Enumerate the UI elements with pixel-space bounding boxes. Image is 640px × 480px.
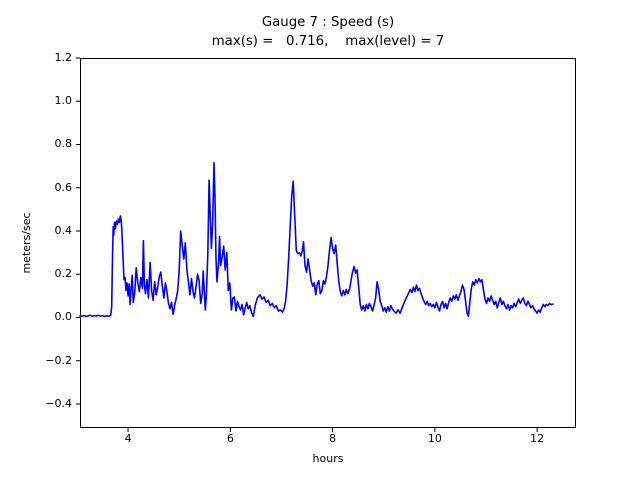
x-tick-label: 10 <box>427 432 442 445</box>
plot-frame <box>80 58 576 428</box>
y-axis-label: meters/sec <box>20 212 33 274</box>
speed-line-series <box>79 161 554 318</box>
x-tick-label: 6 <box>226 432 234 445</box>
y-tick-label: 0.6 <box>54 180 73 194</box>
y-tick-label: 1.2 <box>54 51 73 64</box>
x-tick-label: 4 <box>124 432 132 445</box>
y-tick-label: 0.2 <box>54 267 73 281</box>
y-tick-label: 0.4 <box>54 223 73 237</box>
chart-title: Gauge 7 : Speed (s) <box>261 15 395 30</box>
x-tick-label: 8 <box>329 432 337 445</box>
x-axis-label: hours <box>312 452 344 465</box>
y-tick-label: −0.4 <box>45 396 72 410</box>
chart-title-block: Gauge 7 : Speed (s) max(s) = 0.716, max(… <box>80 13 576 51</box>
y-tick-label: 1.0 <box>54 94 73 108</box>
chart-subtitle: max(s) = 0.716, max(level) = 7 <box>211 34 445 49</box>
y-tick-label: −0.2 <box>45 353 72 367</box>
y-tick-label: 0.8 <box>54 137 73 151</box>
x-tick-label: 12 <box>530 432 545 445</box>
y-tick-label: 0.0 <box>54 310 73 324</box>
plot-area <box>76 57 576 432</box>
tick-marks <box>76 57 538 432</box>
